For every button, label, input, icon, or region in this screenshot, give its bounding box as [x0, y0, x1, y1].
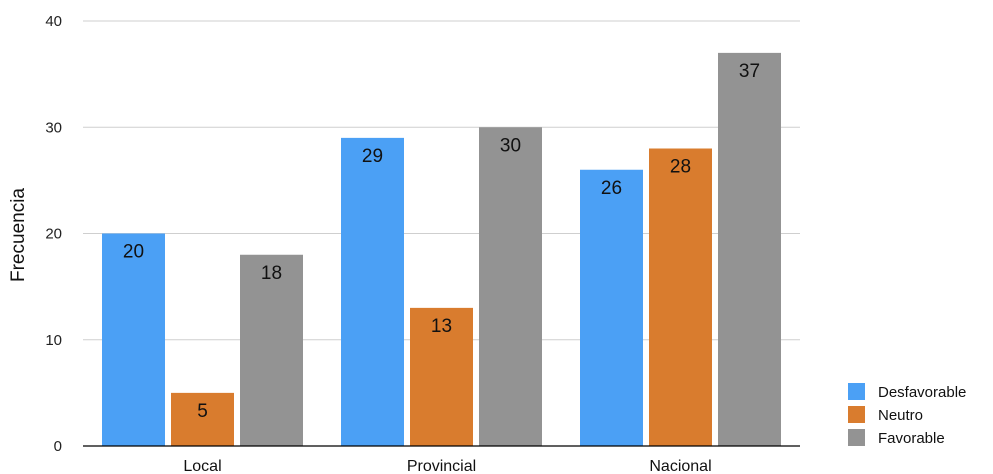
bar-favorable-local	[240, 254, 303, 446]
data-label: 28	[670, 157, 691, 178]
data-label: 29	[362, 146, 383, 167]
data-label: 13	[431, 316, 452, 337]
bar-favorable-nacional	[718, 52, 781, 446]
bar-favorable-provincial	[479, 127, 542, 446]
legend-label: Favorable	[878, 430, 945, 447]
bars	[102, 52, 781, 446]
x-category-label: Nacional	[649, 458, 711, 474]
data-label: 18	[261, 263, 282, 284]
legend-swatch-desfavorable	[848, 383, 865, 400]
y-tick-label: 10	[45, 332, 62, 349]
data-label: 26	[601, 178, 622, 199]
y-axis-label: Frecuencia	[8, 188, 29, 282]
bar-neutro-local	[171, 392, 234, 446]
legend-label: Neutro	[878, 407, 923, 424]
data-label: 5	[197, 401, 208, 422]
data-label: 30	[500, 135, 521, 156]
bar-desfavorable-provincial	[341, 137, 404, 446]
x-category-label: Provincial	[407, 458, 476, 474]
data-labels: 20 5 18 29 13 30 26 28 37	[123, 61, 760, 422]
y-tick-label: 30	[45, 119, 62, 136]
y-tick-label: 0	[54, 438, 62, 455]
bar-neutro-nacional	[649, 148, 712, 446]
x-axis-categories: Local Provincial Nacional	[183, 458, 711, 474]
x-category-label: Local	[183, 458, 221, 474]
legend-label: Desfavorable	[878, 384, 966, 401]
data-label: 37	[739, 61, 760, 82]
y-tick-label: 20	[45, 226, 62, 243]
bar-neutro-provincial	[410, 307, 473, 446]
data-label: 20	[123, 242, 144, 263]
legend-swatch-favorable	[848, 429, 865, 446]
y-tick-label: 40	[45, 13, 62, 30]
y-axis-ticks: 0 10 20 30 40	[45, 13, 62, 455]
legend: Desfavorable Neutro Favorable	[848, 383, 966, 447]
bar-desfavorable-nacional	[580, 169, 643, 446]
bar-desfavorable-local	[102, 233, 165, 446]
legend-swatch-neutro	[848, 406, 865, 423]
